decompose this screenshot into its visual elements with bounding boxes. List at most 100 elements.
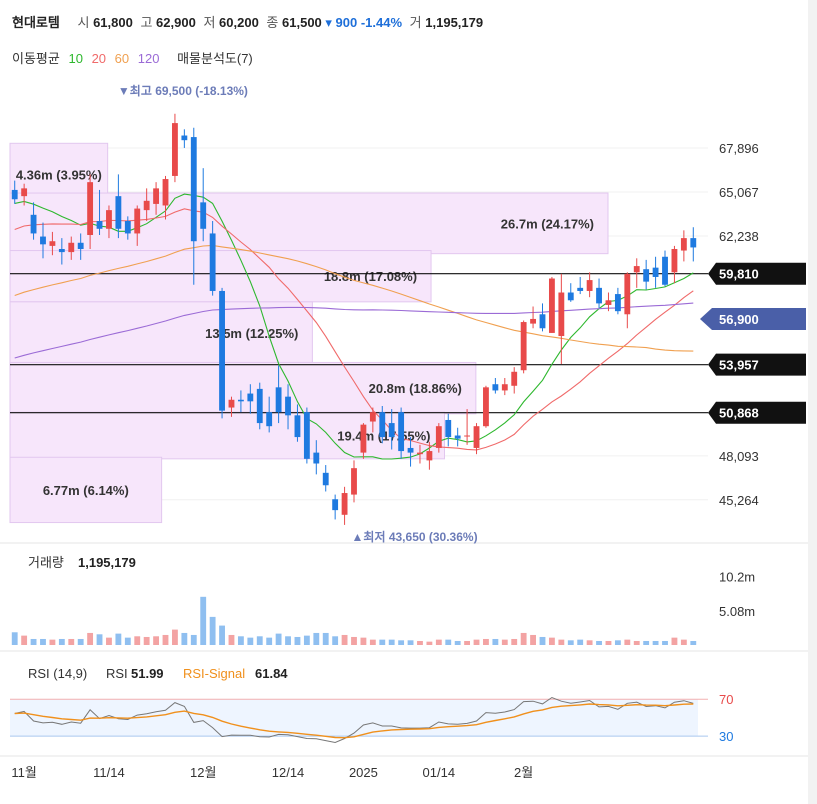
candle[interactable] [379, 405, 386, 444]
candle[interactable] [303, 407, 310, 464]
level-badge[interactable] [708, 401, 806, 424]
level-badge[interactable] [708, 353, 806, 376]
candle[interactable] [530, 306, 536, 329]
candle[interactable] [426, 441, 433, 470]
candle[interactable] [58, 238, 65, 265]
candle[interactable] [398, 407, 405, 459]
candle[interactable] [388, 409, 395, 450]
candle[interactable] [181, 129, 188, 148]
candle[interactable] [134, 205, 141, 246]
candle[interactable] [360, 423, 367, 459]
candle[interactable] [275, 365, 282, 424]
candle[interactable] [256, 382, 263, 430]
candle[interactable] [313, 440, 320, 475]
candle[interactable] [614, 287, 621, 315]
candle[interactable] [285, 384, 291, 430]
candle[interactable] [87, 174, 94, 249]
candle[interactable] [501, 378, 508, 396]
candle[interactable] [143, 188, 150, 222]
max-marker: ▼최고 69,500 (-18.13%) [118, 83, 248, 98]
candle[interactable] [21, 183, 28, 206]
candle[interactable] [454, 427, 461, 447]
candle[interactable] [237, 390, 244, 413]
volume-profile-label[interactable]: 매물분석도(7) [177, 51, 253, 66]
candle[interactable] [172, 113, 178, 183]
candle[interactable] [369, 407, 376, 433]
close-label: 종 [266, 15, 279, 30]
candle[interactable] [11, 180, 18, 204]
candle[interactable] [77, 233, 84, 260]
volume-bar [209, 616, 216, 645]
ma60-label[interactable]: 60 [114, 51, 130, 66]
candle[interactable] [690, 227, 697, 262]
ma20-label[interactable]: 20 [91, 51, 107, 66]
candle[interactable] [558, 273, 565, 365]
candle[interactable] [106, 205, 112, 239]
volume-bar [172, 629, 178, 645]
volume-bar [285, 636, 291, 645]
candle[interactable] [162, 175, 169, 220]
candle[interactable] [407, 437, 414, 467]
ma-label[interactable]: 이동평균 [12, 51, 60, 66]
quote-header: 현대로템 시 61,800 고 62,900 저 60,200 종 61,500… [12, 12, 483, 34]
change-value: ▾ 900 -1.44% [325, 15, 403, 30]
open-value: 61,800 [93, 15, 133, 30]
candle[interactable] [322, 465, 329, 492]
candle[interactable] [332, 494, 339, 520]
candle[interactable] [30, 202, 37, 240]
candle[interactable] [190, 127, 197, 285]
level-badge[interactable] [708, 262, 806, 285]
volume-bar [435, 639, 442, 645]
candle[interactable] [473, 423, 480, 455]
candle[interactable] [662, 250, 668, 287]
candle[interactable] [219, 287, 225, 419]
candle[interactable] [417, 444, 423, 464]
low-label: 저 [203, 15, 216, 30]
x-tick: 2월 [514, 765, 533, 780]
candle[interactable] [633, 258, 640, 288]
candle[interactable] [643, 259, 650, 290]
candle[interactable] [548, 276, 555, 333]
candle[interactable] [435, 423, 442, 453]
candle[interactable] [96, 189, 103, 236]
candle[interactable] [68, 236, 75, 260]
candle[interactable] [200, 168, 207, 242]
candle[interactable] [652, 256, 659, 288]
candle[interactable] [539, 303, 546, 332]
candle[interactable] [586, 272, 593, 298]
candle[interactable] [341, 486, 348, 525]
ma120-line [14, 302, 694, 359]
candle[interactable] [40, 222, 46, 259]
candle[interactable] [266, 396, 273, 433]
candle[interactable] [520, 320, 527, 374]
candle[interactable] [624, 272, 631, 329]
candle[interactable] [445, 413, 452, 447]
candle[interactable] [680, 230, 687, 262]
candle[interactable] [596, 278, 602, 309]
ma120-label[interactable]: 120 [137, 51, 160, 66]
volume-bar [30, 638, 37, 645]
candle[interactable] [153, 182, 160, 215]
candle[interactable] [464, 409, 471, 445]
volume-bar [464, 640, 471, 645]
candle[interactable] [247, 384, 254, 414]
candle[interactable] [605, 292, 612, 312]
candle[interactable] [567, 283, 574, 302]
profile-bin [9, 456, 163, 524]
candle[interactable] [49, 231, 56, 256]
candle[interactable] [294, 404, 301, 442]
candle[interactable] [228, 396, 235, 417]
candle[interactable] [511, 367, 518, 394]
candle[interactable] [492, 378, 499, 394]
candle[interactable] [124, 216, 131, 240]
candle[interactable] [577, 276, 584, 295]
candle[interactable] [115, 174, 122, 239]
x-tick: 01/14 [423, 765, 456, 780]
candle[interactable] [483, 385, 489, 428]
candle[interactable] [351, 460, 357, 503]
scrollbar[interactable] [808, 0, 817, 804]
candle[interactable] [209, 221, 216, 296]
ma10-label[interactable]: 10 [68, 51, 83, 66]
candle[interactable] [671, 245, 678, 284]
